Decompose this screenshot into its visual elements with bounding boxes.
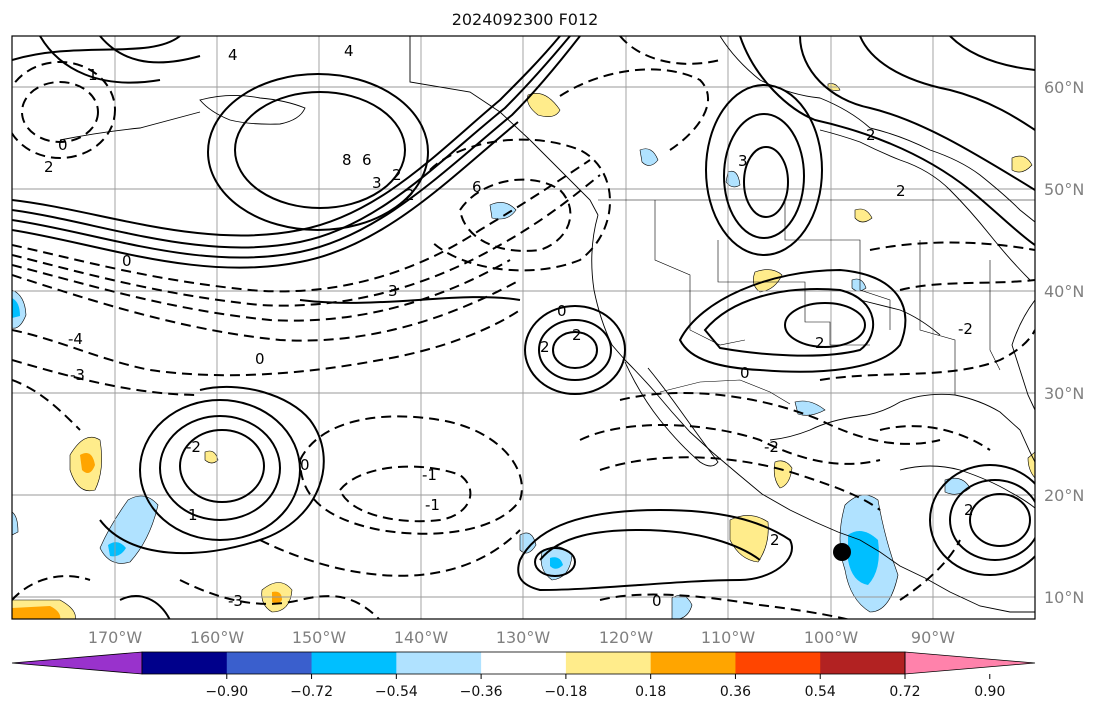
colorbar-tick-label: −0.54 [375,684,418,700]
colorbar-segment [142,652,228,674]
longitude-label: 140°W [394,628,449,647]
contour-label: 2 [540,338,550,356]
state-borders [598,199,1035,405]
contour-label: 3 [388,282,398,300]
contour-label: 0 [58,136,68,154]
longitude-label: 150°W [292,628,347,647]
latitude-label: 10°N [1044,588,1084,607]
colorbar-segment [396,652,482,674]
latitude-label: 60°N [1044,78,1084,97]
contour-label: -3 [228,592,243,610]
map-area: 4 4 1 0 2 8 6 2 3 6 2 0 3 -4 -3 0 2 2 0 … [12,36,1035,619]
latitude-labels: 60°N 50°N 40°N 30°N 20°N 10°N [1044,78,1084,607]
contour-label: -2 [764,438,779,456]
contour-label: 2 [964,501,974,519]
latitude-label: 50°N [1044,180,1084,199]
contour-label: 0 [557,302,567,320]
contour-label: 2 [896,182,906,200]
longitude-label: 160°W [190,628,245,647]
contour-label: -1 [422,466,437,484]
contour-label: -3 [70,366,85,384]
longitude-label: 130°W [496,628,551,647]
colorbar-segment [481,652,567,674]
colorbar-max-extension [904,651,1036,675]
colorbar-tick-label: 0.18 [635,684,666,700]
latitude-label: 20°N [1044,486,1084,505]
contour-label: -4 [68,330,83,348]
contour-label: -2 [958,320,973,338]
longitude-label: 100°W [804,628,859,647]
contour-label: 2 [815,334,825,352]
contour-label: 1 [188,506,198,524]
colorbar-tick-label: −0.72 [290,684,333,700]
colorbar-segment [650,652,736,674]
colorbar-tick-label: −0.18 [544,684,587,700]
shaded-fields [12,83,1035,619]
contour-label: 4 [344,42,354,60]
colorbar [11,651,1036,675]
longitude-label: 170°W [88,628,143,647]
contour-label: 0 [300,456,310,474]
contour-label: -2 [186,438,201,456]
colorbar-tick-label: 0.36 [720,684,751,700]
contour-label: 2 [770,531,780,549]
map-frame [11,35,1036,620]
contour-label: 3 [738,152,748,170]
contour-label: 3 [372,174,382,192]
contour-label: 6 [472,178,482,196]
longitude-labels: 170°W 160°W 150°W 140°W 130°W 120°W 110°W 100°W… [88,628,955,647]
contour-label: 2 [44,158,54,176]
contour-label: -1 [425,496,440,514]
colorbar-tick-label: 0.90 [974,684,1005,700]
contour-label: 4 [228,46,238,64]
contour-label: 0 [122,252,132,270]
colorbar-ticks: −0.90 −0.72 −0.54 −0.36 −0.18 0.18 0.36 0.54 0.7… [205,674,1005,700]
colorbar-segment [565,652,652,674]
contour-label: 2 [866,126,876,144]
storm-center-marker [833,543,851,561]
contour-label: 8 [342,151,352,169]
contour-label: 0 [255,350,265,368]
colorbar-tick-label: −0.36 [460,684,503,700]
longitude-label: 90°W [911,628,955,647]
colorbar-segment [226,652,313,674]
colorbar-tick-label: −0.90 [205,684,248,700]
contour-label: 2 [405,186,415,204]
contour-label: 0 [740,364,750,382]
colorbar-segment [311,652,397,674]
contour-label: 2 [392,166,402,184]
latitude-label: 40°N [1044,282,1084,301]
colorbar-tick-label: 0.72 [889,684,920,700]
contour-label: 6 [362,151,372,169]
latitude-label: 30°N [1044,384,1084,403]
longitude-label: 120°W [599,628,654,647]
colorbar-segment [820,652,906,674]
coastlines [59,36,1035,613]
contour-label: 0 [652,592,662,610]
colorbar-tick-label: 0.54 [805,684,836,700]
contour-labels: 4 4 1 0 2 8 6 2 3 6 2 0 3 -4 -3 0 2 2 0 … [44,42,974,610]
colorbar-min-extension [11,651,143,675]
contour-label: 2 [572,326,582,344]
contour-label: 1 [88,66,98,84]
dashed-contours [12,36,1035,619]
longitude-label: 110°W [701,628,756,647]
map-title: 2024092300 F012 [451,10,599,29]
solid-contours [12,36,1035,619]
colorbar-segment [735,652,821,674]
